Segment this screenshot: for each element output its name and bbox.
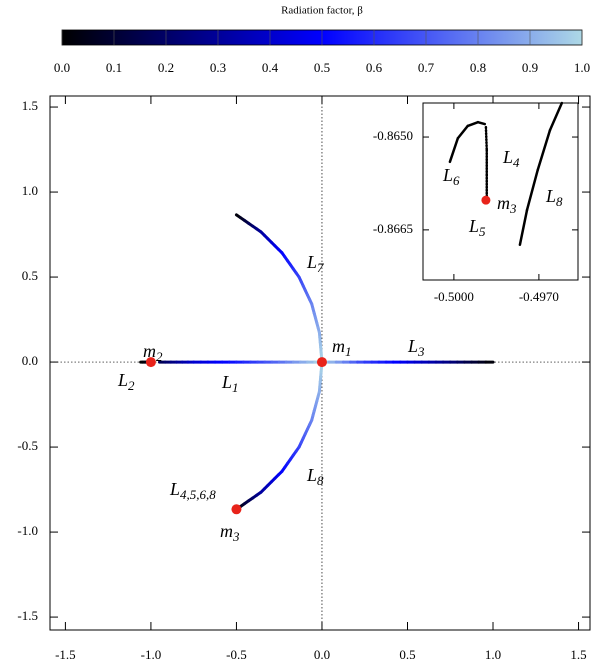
y-tick-label: -1.0	[17, 523, 38, 538]
curve-segment	[456, 124, 470, 140]
plot-frame	[423, 103, 578, 280]
x-tick-label: -0.5	[226, 647, 247, 662]
colorbar-tick-label: 0.6	[366, 60, 383, 75]
annotation: L1	[221, 372, 239, 395]
curve-segment	[548, 101, 564, 132]
curve-segment	[484, 125, 489, 152]
y-tick-label: 1.5	[22, 98, 38, 113]
annotation: L2	[117, 370, 135, 393]
annotation-base: L	[306, 252, 317, 272]
plot-area	[50, 96, 590, 630]
curve-segment	[518, 208, 529, 246]
annotation-base: m	[143, 341, 156, 361]
body	[231, 504, 242, 515]
annotation-sub: 1	[232, 380, 239, 395]
colorbar-tick-label: 0.3	[210, 60, 226, 75]
plot-area	[448, 101, 564, 246]
annotation: m1	[332, 336, 352, 359]
y-tick-label: 1.0	[22, 183, 38, 198]
annotation-sub: 3	[509, 201, 517, 216]
annotation-sub: 1	[345, 344, 352, 359]
annotation-sub: 2	[128, 378, 135, 393]
x-tick-label: 1.5	[570, 647, 586, 662]
annotation-base: L	[502, 147, 513, 167]
annotation: m3	[220, 521, 240, 544]
colorbar-tick-label: 0.5	[314, 60, 330, 75]
annotation-base: L	[407, 336, 418, 356]
annotation: L5	[468, 216, 486, 239]
annotation-sub: 6	[453, 173, 460, 188]
plot-border	[49, 95, 591, 631]
annotation-sub: 8	[317, 473, 324, 488]
curve-segment	[525, 168, 540, 212]
annotation-sub: 3	[417, 344, 425, 359]
annotation-base: L	[442, 165, 453, 185]
colorbar-tick-label: 1.0	[574, 60, 590, 75]
annotation: L4,5,6,8	[169, 479, 216, 502]
colorbar-tick-label: 0.8	[470, 60, 486, 75]
annotation-sub: 2	[156, 349, 163, 364]
plot-border	[422, 102, 579, 281]
annotation: L6	[442, 165, 460, 188]
annotation-base: L	[306, 465, 317, 485]
annotation-sub: 8	[556, 194, 563, 209]
annotation: L8	[306, 465, 324, 488]
annotation: L4	[502, 147, 520, 170]
y-tick-label: -0.5	[17, 438, 38, 453]
colorbar-tick-label: 0.4	[262, 60, 279, 75]
annotation: L8	[545, 186, 563, 209]
y-tick-label: -1.5	[17, 608, 38, 623]
body	[481, 195, 491, 205]
y-tick-label: 0.0	[22, 353, 38, 368]
y-tick-label: -0.8665	[373, 221, 413, 236]
body	[316, 357, 327, 368]
curve-segment	[466, 120, 480, 128]
annotation-base: L	[117, 370, 128, 390]
colorbar-title: Radiation factor, β	[281, 5, 363, 17]
x-tick-label: -1.5	[55, 647, 76, 662]
y-tick-label: 0.5	[22, 268, 38, 283]
curve-segment	[448, 137, 460, 164]
annotation-base: m	[497, 193, 510, 213]
annotation-sub: 7	[317, 260, 324, 275]
annotation-base: L	[169, 479, 180, 499]
annotation: L3	[407, 336, 425, 359]
x-tick-label: 0.5	[399, 647, 415, 662]
annotation: m3	[497, 193, 517, 216]
annotation-base: L	[221, 372, 232, 392]
annotation-sub: 4,5,6,8	[180, 487, 216, 502]
annotation-sub: 3	[232, 529, 240, 544]
x-tick-label: -0.4970	[519, 289, 559, 304]
y-tick-label: -0.8650	[373, 128, 413, 143]
colorbar-tick-label: 0.7	[418, 60, 435, 75]
annotation-sub: 4	[513, 155, 520, 170]
curve-segment	[536, 128, 552, 172]
annotation-sub: 5	[479, 224, 486, 239]
annotation: m2	[143, 341, 163, 364]
colorbar-tick-label: 0.0	[54, 60, 70, 75]
x-tick-label: -1.0	[141, 647, 162, 662]
x-tick-label: 0.0	[314, 647, 330, 662]
curve-segment	[476, 120, 487, 126]
annotation-base: L	[468, 216, 479, 236]
annotation-base: m	[220, 521, 233, 541]
x-tick-label: 1.0	[485, 647, 501, 662]
colorbar-tick-label: 0.2	[158, 60, 174, 75]
body	[145, 357, 156, 368]
colorbar-tick-label: 0.1	[106, 60, 122, 75]
annotation-base: L	[545, 186, 556, 206]
annotation: L7	[306, 252, 324, 275]
x-tick-label: -0.5000	[434, 289, 474, 304]
annotation-base: m	[332, 336, 345, 356]
colorbar-tick-label: 0.9	[522, 60, 538, 75]
